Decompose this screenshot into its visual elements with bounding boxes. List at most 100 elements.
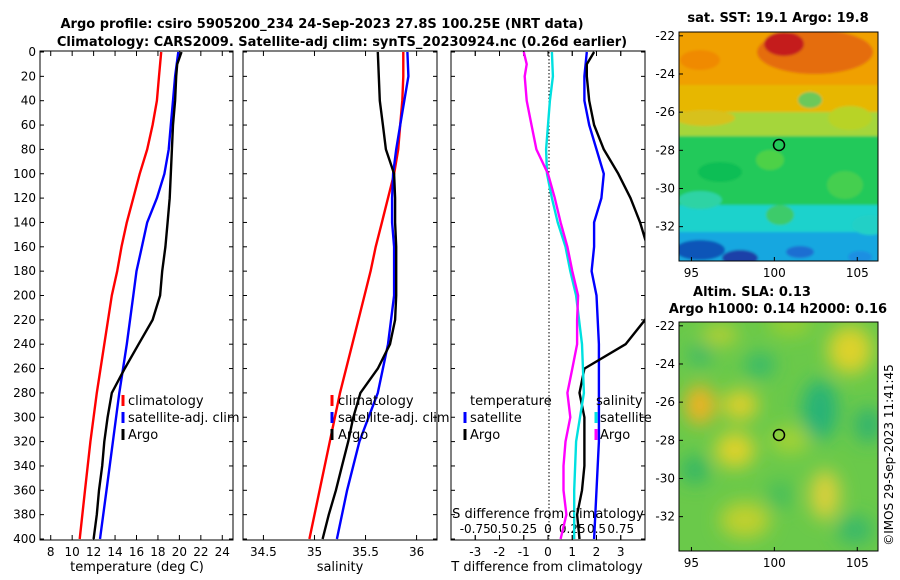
depth-tick-label: 60 bbox=[21, 118, 36, 132]
depth-tick-label: 300 bbox=[13, 410, 36, 424]
depth-tick-label: 40 bbox=[21, 94, 36, 108]
legend-argo: Argo bbox=[128, 428, 158, 443]
tdiff-satellite-line bbox=[583, 51, 605, 540]
salinity-tick-label: 35 bbox=[307, 545, 322, 559]
tdiff-tick-label: 0 bbox=[544, 545, 552, 559]
salinity-climatology-line bbox=[308, 52, 405, 540]
legend-satellite: satellite-adj. clim bbox=[338, 411, 450, 426]
depth-tick-label: 200 bbox=[13, 289, 36, 303]
sdiff-tick-label: 0.25 bbox=[510, 522, 537, 536]
sst-float-marker bbox=[772, 138, 786, 152]
map-lat-label: -24 bbox=[655, 67, 675, 81]
temperature-tick-label: 22 bbox=[193, 545, 208, 559]
temperature-tick-label: 12 bbox=[86, 545, 101, 559]
depth-tick-label: 100 bbox=[13, 167, 36, 181]
temperature-tick-label: 24 bbox=[215, 545, 230, 559]
legend-satellite: satellite bbox=[600, 411, 652, 426]
tdiff-tick-label: 2 bbox=[593, 545, 601, 559]
depth-tick-label: 0 bbox=[28, 45, 36, 59]
salinity-tick-label: 35.5 bbox=[352, 545, 379, 559]
salinity-xlabel: salinity bbox=[317, 560, 364, 575]
sst-title: sat. SST: 19.1 Argo: 19.8 bbox=[687, 11, 868, 26]
sdiff-xlabel: S difference from climatology bbox=[452, 507, 644, 522]
depth-tick-label: 180 bbox=[13, 264, 36, 278]
depth-tick-label: 160 bbox=[13, 240, 36, 254]
sla-map bbox=[679, 322, 878, 551]
tdiff-tick-label: -1 bbox=[518, 545, 530, 559]
temperature-tick-label: 16 bbox=[129, 545, 144, 559]
sdiff-argo-line bbox=[522, 51, 580, 540]
sla-subtitle: Argo h1000: 0.14 h2000: 0.16 bbox=[669, 302, 887, 317]
legend-satellite: satellite bbox=[470, 411, 522, 426]
sla-map-frame bbox=[678, 321, 879, 552]
diff-ytick-marks bbox=[451, 51, 645, 540]
depth-tick-label: 80 bbox=[21, 142, 36, 156]
temperature-legend: climatology satellite-adj. clim Argo bbox=[121, 394, 240, 443]
temperature-axis-ticks: 8 10 12 14 16 18 20 22 24 bbox=[47, 51, 230, 559]
map-lat-label: -22 bbox=[655, 319, 675, 333]
temperature-xlabel: temperature (deg C) bbox=[70, 560, 204, 575]
map-lat-label: -28 bbox=[655, 143, 675, 157]
depth-tick-label: 280 bbox=[13, 386, 36, 400]
temperature-tick-label: 8 bbox=[47, 545, 55, 559]
sdiff-tick-label: 0 bbox=[544, 522, 552, 536]
depth-tick-label: 320 bbox=[13, 435, 36, 449]
map-lat-label: -30 bbox=[655, 181, 675, 195]
legend-salinity: salinity bbox=[596, 394, 643, 409]
sdiff-axis-ticks: -0.75 0.5 0.25 0 0.25 0.5 0.75 bbox=[460, 51, 634, 540]
depth-tick-label: 400 bbox=[13, 532, 36, 546]
temperature-profiles bbox=[78, 51, 183, 540]
tdiff-argo-line bbox=[575, 51, 645, 540]
map-lon-label: 100 bbox=[763, 556, 786, 570]
difference-profiles bbox=[522, 51, 645, 540]
legend-argo: Argo bbox=[470, 428, 500, 443]
map-lon-label: 95 bbox=[684, 556, 699, 570]
sdiff-tick-label: 0.5 bbox=[587, 522, 606, 536]
depth-tick-label: 240 bbox=[13, 337, 36, 351]
depth-tick-label: 20 bbox=[21, 69, 36, 83]
sst-map bbox=[679, 32, 878, 261]
temperature-satellite-line bbox=[98, 51, 180, 540]
sdiff-tick-label: 0.5 bbox=[490, 522, 509, 536]
depth-axis-ticks: 0 20 40 60 80 100 120 140 160 180 200 220 240 260 280 3… bbox=[13, 45, 233, 546]
temperature-tick-label: 14 bbox=[107, 545, 122, 559]
salinity-tick-label: 34.5 bbox=[250, 545, 277, 559]
tdiff-legend: temperature satellite Argo bbox=[463, 394, 552, 443]
sdiff-tick-label: 0.75 bbox=[607, 522, 634, 536]
salinity-legend: climatology satellite-adj. clim Argo bbox=[330, 394, 450, 443]
main-title-line1: Argo profile: csiro 5905200_234 24-Sep-2… bbox=[60, 17, 583, 32]
salinity-axis-ticks: 34.5 35 35.5 36 bbox=[250, 51, 424, 559]
main-title-line2: Climatology: CARS2009. Satellite-adj cli… bbox=[57, 35, 627, 50]
sdiff-satellite-line bbox=[544, 51, 586, 539]
map-lat-label: -32 bbox=[655, 510, 675, 524]
salinity-satellite-line bbox=[335, 51, 410, 540]
salinity-argo-line bbox=[321, 51, 398, 540]
salinity-axes bbox=[242, 50, 438, 541]
credit-text: ©IMOS 29-Sep-2023 11:41:45 bbox=[882, 364, 896, 546]
tdiff-xlabel: T difference from climatology bbox=[450, 560, 643, 575]
salinity-profiles bbox=[308, 51, 410, 540]
map-axis-ticks: 95 100 105 -22 -24 -26 -28 -30 -32 95 100 105 -22 -24… bbox=[655, 29, 868, 570]
depth-tick-label: 380 bbox=[13, 508, 36, 522]
tdiff-tick-label: -3 bbox=[469, 545, 481, 559]
map-lat-label: -26 bbox=[655, 105, 675, 119]
map-lon-label: 105 bbox=[846, 556, 869, 570]
map-lat-label: -24 bbox=[655, 357, 675, 371]
sdiff-tick-label: -0.75 bbox=[460, 522, 491, 536]
legend-argo: Argo bbox=[600, 428, 630, 443]
depth-tick-label: 120 bbox=[13, 191, 36, 205]
temperature-tick-label: 18 bbox=[150, 545, 165, 559]
depth-tick-label: 260 bbox=[13, 362, 36, 376]
sla-float-marker bbox=[772, 428, 786, 442]
map-lon-label: 95 bbox=[684, 266, 699, 280]
map-lat-label: -28 bbox=[655, 433, 675, 447]
sdiff-legend: salinity satellite Argo bbox=[594, 394, 652, 443]
temperature-argo-line bbox=[92, 51, 183, 540]
depth-tick-label: 140 bbox=[13, 215, 36, 229]
map-lon-label: 105 bbox=[846, 266, 869, 280]
legend-climatology: climatology bbox=[338, 394, 414, 409]
tdiff-tick-label: 1 bbox=[568, 545, 576, 559]
salinity-ytick-marks bbox=[243, 51, 437, 540]
depth-tick-label: 360 bbox=[13, 483, 36, 497]
